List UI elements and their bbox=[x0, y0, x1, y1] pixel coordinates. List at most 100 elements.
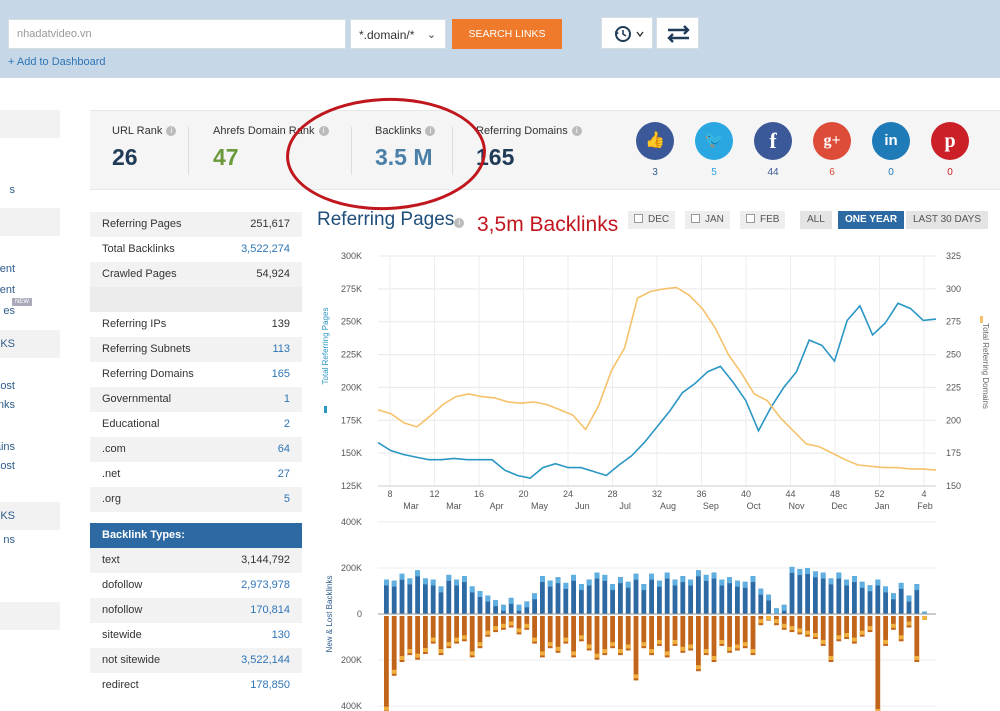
social-facebook-like[interactable]: 👍 3 bbox=[635, 122, 675, 178]
checkbox-icon bbox=[634, 214, 643, 223]
lost-backlinks-bar bbox=[384, 616, 389, 711]
social-google-plus[interactable]: g+ 6 bbox=[812, 122, 852, 178]
new-backlinks-bar-cap bbox=[805, 568, 810, 574]
nav-item[interactable]: s bbox=[9, 184, 16, 196]
lost-backlinks-bar bbox=[415, 616, 420, 660]
social-facebook[interactable]: f 44 bbox=[753, 122, 793, 178]
lost-backlinks-bar-cap bbox=[469, 651, 475, 656]
metric-value[interactable]: 3.5 M bbox=[375, 144, 433, 170]
search-input[interactable] bbox=[8, 19, 346, 49]
new-backlinks-bar-cap bbox=[828, 578, 834, 585]
lost-backlinks-bar-cap bbox=[766, 616, 771, 620]
filter-all-button[interactable]: ALL bbox=[800, 211, 832, 229]
lost-backlinks-bar-cap bbox=[813, 633, 818, 637]
filter-checkbox-jan[interactable]: JAN bbox=[685, 211, 730, 229]
new-backlinks-bar-cap bbox=[579, 584, 584, 591]
lost-backlinks-bar-cap bbox=[649, 649, 654, 654]
filter-last-30-days-button[interactable]: LAST 30 DAYS bbox=[906, 211, 988, 229]
history-button[interactable] bbox=[601, 17, 653, 49]
new-backlinks-bar-cap bbox=[399, 573, 405, 580]
info-icon[interactable]: i bbox=[454, 218, 465, 228]
legend-swatch bbox=[324, 406, 327, 413]
mode-select[interactable]: *.domain/* ⌄ bbox=[350, 19, 446, 49]
info-icon[interactable]: i bbox=[571, 126, 582, 136]
nav-item[interactable]: ost bbox=[0, 380, 15, 392]
left-nav: s ent Content es NEW NKS ost nks nains o… bbox=[0, 108, 60, 711]
table-row: nofollow 170,814 bbox=[90, 598, 302, 623]
nav-item[interactable]: ost bbox=[0, 460, 15, 472]
lost-backlinks-bar-cap bbox=[485, 630, 491, 635]
new-backlinks-bar-cap bbox=[641, 584, 647, 591]
x-week-tick-label: 36 bbox=[696, 489, 706, 499]
nav-item[interactable]: ns bbox=[3, 534, 15, 546]
row-value[interactable]: 170,814 bbox=[250, 604, 290, 616]
filter-checkbox-dec[interactable]: DEC bbox=[628, 211, 676, 229]
new-backlinks-bar-cap bbox=[532, 593, 537, 600]
legend-swatch bbox=[980, 316, 983, 323]
table-row: sitewide 130 bbox=[90, 623, 302, 648]
new-backlinks-bar-cap bbox=[485, 595, 491, 602]
lost-backlinks-bar bbox=[391, 616, 397, 676]
row-value[interactable]: 2,973,978 bbox=[241, 579, 290, 591]
nav-item[interactable]: NKS bbox=[0, 338, 15, 350]
y-right-tick-label: 225 bbox=[946, 382, 961, 392]
row-value[interactable]: 5 bbox=[283, 493, 290, 505]
nav-item[interactable]: Content bbox=[0, 284, 15, 296]
row-value[interactable]: 178,850 bbox=[250, 679, 290, 691]
new-backlinks-bar-cap bbox=[469, 586, 475, 593]
metric-label: Referring Domains bbox=[476, 125, 568, 137]
row-value[interactable]: 1 bbox=[283, 393, 290, 405]
social-linkedin[interactable]: in 0 bbox=[871, 122, 911, 178]
new-backlinks-bar-cap bbox=[844, 579, 849, 586]
x-week-tick-label: 4 bbox=[921, 489, 926, 499]
info-icon[interactable]: i bbox=[425, 126, 436, 136]
social-twitter[interactable]: 🐦 5 bbox=[694, 122, 734, 178]
lost-backlinks-bar bbox=[703, 616, 709, 656]
row-label: Educational bbox=[102, 418, 160, 430]
twitter-icon: 🐦 bbox=[695, 122, 733, 160]
row-value[interactable]: 2 bbox=[283, 418, 290, 430]
row-value[interactable]: 113 bbox=[272, 343, 290, 355]
filter-checkbox-feb[interactable]: FEB bbox=[740, 211, 786, 229]
lost-backlinks-bar-cap bbox=[384, 706, 389, 711]
new-backlinks-bar-cap bbox=[618, 577, 623, 584]
new-backlinks-bar-cap bbox=[852, 576, 857, 583]
table-row: redirect 178,850 bbox=[90, 673, 302, 698]
row-value[interactable]: 165 bbox=[271, 368, 290, 380]
x-week-tick-label: 48 bbox=[830, 489, 840, 499]
x-week-tick-label: 12 bbox=[429, 489, 439, 499]
new-backlinks-bar-cap bbox=[540, 576, 545, 583]
x-month-tick-label: Jun bbox=[575, 501, 590, 511]
y-left-axis-label: Total Referring Pages bbox=[321, 308, 330, 385]
new-backlinks-bar bbox=[594, 572, 600, 614]
nav-item[interactable]: nks bbox=[0, 399, 15, 411]
compare-button[interactable] bbox=[656, 17, 699, 49]
table-row: Total Backlinks 3,522,274 bbox=[90, 237, 302, 262]
row-label: Referring Domains bbox=[102, 368, 194, 380]
social-pinterest[interactable]: p 0 bbox=[930, 122, 970, 178]
row-value[interactable]: 3,522,274 bbox=[241, 243, 290, 255]
nav-item[interactable]: ent bbox=[0, 263, 15, 275]
search-links-button[interactable]: SEARCH LINKS bbox=[452, 19, 562, 49]
row-value[interactable]: 27 bbox=[277, 468, 290, 480]
row-value[interactable]: 130 bbox=[271, 629, 290, 641]
nav-item[interactable]: nains bbox=[0, 441, 15, 453]
series-line-right bbox=[377, 286, 937, 471]
info-icon[interactable]: i bbox=[166, 126, 177, 136]
lost-backlinks-bar bbox=[649, 616, 654, 656]
metrics-strip: URL Rank i 26 Ahrefs Domain Rank i 47 Back… bbox=[90, 110, 1000, 190]
x-month-tick-label: Apr bbox=[490, 501, 504, 511]
lost-backlinks-bar-cap bbox=[828, 656, 834, 660]
info-icon[interactable]: i bbox=[318, 126, 329, 136]
metric-value[interactable]: 165 bbox=[476, 144, 515, 170]
nav-item[interactable]: LINKS bbox=[0, 510, 15, 522]
nav-item[interactable]: es bbox=[3, 305, 15, 317]
row-value[interactable]: 3,522,144 bbox=[241, 654, 290, 666]
add-to-dashboard-link[interactable]: + Add to Dashboard bbox=[8, 56, 106, 68]
row-value[interactable]: 64 bbox=[277, 443, 290, 455]
lost-backlinks-bar-cap bbox=[516, 628, 522, 633]
y-left-tick-label: 200K bbox=[341, 382, 362, 392]
lost-backlinks-bar-cap bbox=[781, 623, 787, 628]
filter-one-year-button[interactable]: ONE YEAR bbox=[838, 211, 905, 229]
new-backlinks-bar bbox=[446, 574, 452, 614]
